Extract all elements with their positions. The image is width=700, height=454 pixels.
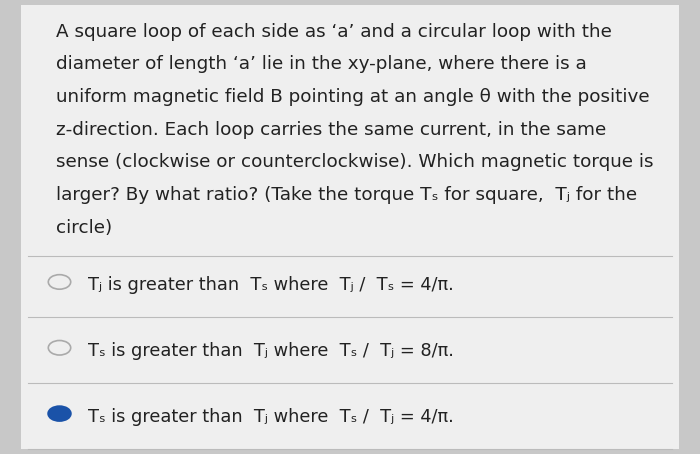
Text: Tₛ is greater than  Tⱼ where  Tₛ /  Tⱼ = 4/π.: Tₛ is greater than Tⱼ where Tₛ / Tⱼ = 4/…	[88, 408, 454, 426]
Text: sense (clockwise or counterclockwise). Which magnetic torque is: sense (clockwise or counterclockwise). W…	[56, 153, 654, 172]
FancyBboxPatch shape	[21, 5, 679, 449]
Text: z-direction. Each loop carries the same current, in the same: z-direction. Each loop carries the same …	[56, 121, 606, 139]
Text: Tⱼ is greater than  Tₛ where  Tⱼ /  Tₛ = 4/π.: Tⱼ is greater than Tₛ where Tⱼ / Tₛ = 4/…	[88, 276, 454, 295]
Circle shape	[48, 406, 71, 421]
Text: A square loop of each side as ‘a’ and a circular loop with the: A square loop of each side as ‘a’ and a …	[56, 23, 612, 41]
Text: diameter of length ‘a’ lie in the xy-plane, where there is a: diameter of length ‘a’ lie in the xy-pla…	[56, 55, 587, 74]
Text: Tₛ is greater than  Tⱼ where  Tₛ /  Tⱼ = 8/π.: Tₛ is greater than Tⱼ where Tₛ / Tⱼ = 8/…	[88, 342, 454, 360]
Text: larger? By what ratio? (Take the torque Tₛ for square,  Tⱼ for the: larger? By what ratio? (Take the torque …	[56, 186, 637, 204]
Text: circle): circle)	[56, 219, 112, 237]
Text: uniform magnetic field B pointing at an angle θ with the positive: uniform magnetic field B pointing at an …	[56, 88, 650, 106]
